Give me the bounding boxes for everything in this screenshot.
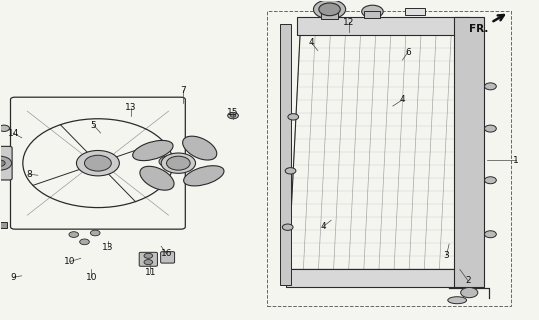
FancyBboxPatch shape [161, 252, 175, 263]
Bar [321, 9, 338, 19]
Circle shape [144, 253, 153, 258]
Text: 6: 6 [405, 48, 411, 57]
Circle shape [227, 112, 238, 119]
Circle shape [0, 156, 11, 170]
FancyBboxPatch shape [0, 146, 12, 180]
Circle shape [362, 5, 383, 18]
Ellipse shape [184, 166, 224, 186]
Circle shape [69, 232, 79, 237]
Circle shape [314, 0, 345, 19]
Circle shape [285, 168, 296, 174]
Text: 2: 2 [465, 276, 471, 285]
Text: 1: 1 [513, 156, 519, 164]
Text: 10: 10 [64, 257, 76, 266]
Text: 16: 16 [161, 249, 172, 258]
Text: 4: 4 [308, 38, 314, 47]
Bar [298, 17, 469, 35]
Ellipse shape [133, 140, 173, 161]
Circle shape [161, 153, 196, 173]
Text: 12: 12 [343, 18, 355, 27]
Ellipse shape [448, 297, 467, 304]
Bar [405, 8, 425, 15]
Bar [267, 11, 511, 306]
Circle shape [485, 125, 496, 132]
Circle shape [461, 288, 478, 298]
Circle shape [159, 156, 178, 167]
Bar [0, 222, 7, 228]
Circle shape [230, 114, 236, 117]
Text: 13: 13 [102, 243, 113, 252]
Bar [364, 11, 381, 18]
Circle shape [0, 160, 5, 166]
FancyBboxPatch shape [139, 252, 157, 266]
Text: 10: 10 [86, 273, 97, 282]
Text: 3: 3 [444, 251, 450, 260]
Text: 13: 13 [126, 103, 137, 112]
Circle shape [0, 125, 9, 132]
Text: FR.: FR. [469, 24, 488, 34]
Bar [286, 269, 457, 287]
Ellipse shape [183, 136, 217, 160]
Circle shape [282, 224, 293, 230]
Circle shape [91, 230, 100, 236]
Text: 9: 9 [10, 273, 16, 282]
Circle shape [77, 150, 119, 176]
Circle shape [319, 3, 340, 16]
Text: 11: 11 [144, 268, 156, 277]
Bar [280, 24, 291, 285]
Text: 7: 7 [180, 86, 185, 95]
Text: 14: 14 [8, 129, 19, 138]
Circle shape [485, 177, 496, 184]
Circle shape [288, 114, 299, 120]
Circle shape [85, 155, 112, 171]
Circle shape [80, 239, 89, 245]
Ellipse shape [140, 166, 174, 190]
Circle shape [485, 83, 496, 90]
Text: 5: 5 [91, 121, 96, 130]
Text: 8: 8 [26, 170, 32, 179]
Text: 4: 4 [320, 222, 326, 231]
Text: 15: 15 [227, 108, 239, 117]
Circle shape [167, 156, 190, 170]
Circle shape [144, 260, 153, 265]
Text: 4: 4 [400, 95, 405, 104]
Bar [454, 17, 484, 287]
Circle shape [485, 231, 496, 238]
